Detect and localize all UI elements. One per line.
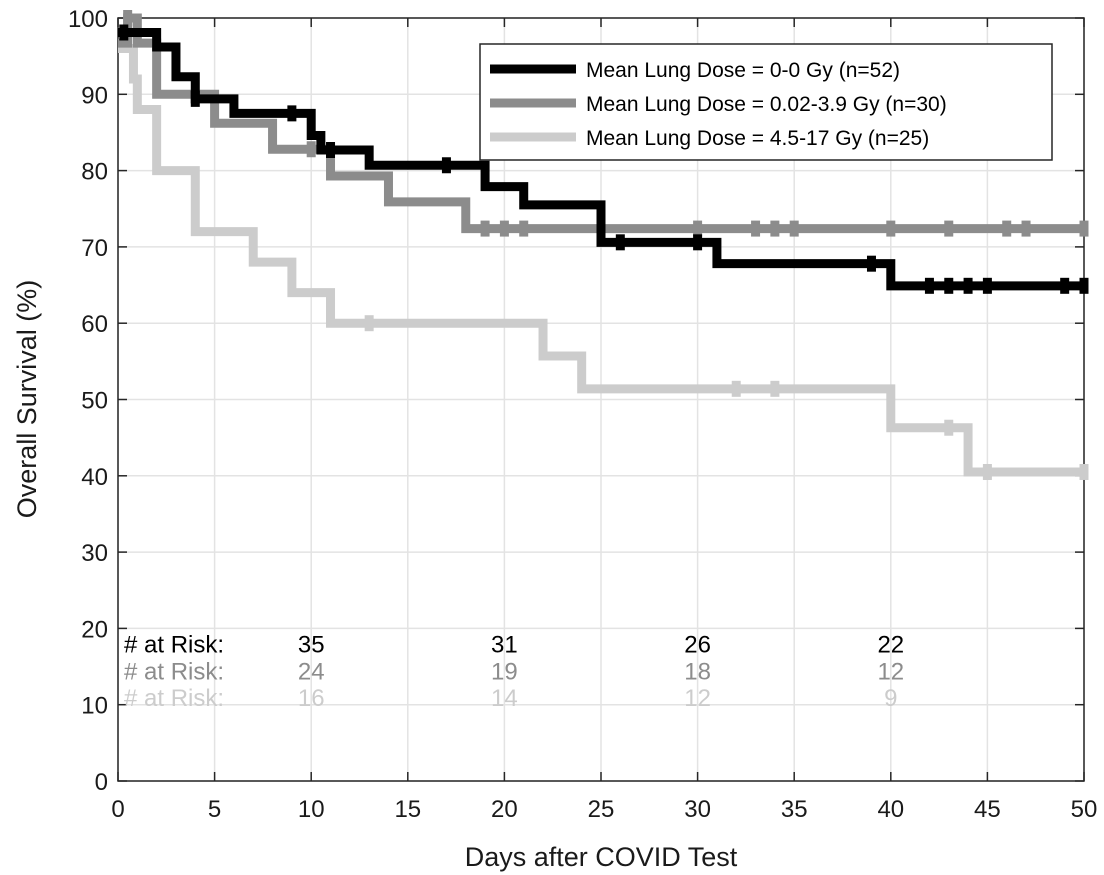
- risk-table: # at Risk: 35 31 26 22# at Risk: 24 19 18 12# at…: [124, 632, 904, 712]
- risk-row-label: # at Risk:: [124, 632, 224, 659]
- risk-count: 14: [491, 685, 518, 712]
- risk-count: 26: [684, 632, 711, 659]
- y-tick-label: 10: [81, 693, 108, 720]
- risk-count: 9: [884, 685, 897, 712]
- x-tick-label: 35: [781, 796, 808, 823]
- risk-count: 16: [298, 685, 325, 712]
- risk-count: 19: [491, 658, 518, 685]
- risk-count: 24: [298, 658, 325, 685]
- y-tick-label: 30: [81, 540, 108, 567]
- risk-row-label: # at Risk:: [124, 685, 224, 712]
- y-tick-label: 70: [81, 235, 108, 262]
- series-line: [118, 44, 1084, 477]
- x-tick-label: 40: [877, 796, 904, 823]
- axes: 0 5 10 15 20 25 30 35 40 45 50 0 10 20 30 40 50 60 70 80 90 1…: [68, 6, 1097, 823]
- x-tick-label: 0: [111, 796, 124, 823]
- y-tick-label: 60: [81, 311, 108, 338]
- risk-count: 22: [877, 632, 904, 659]
- x-tick-label: 15: [394, 796, 421, 823]
- y-tick-label: 50: [81, 388, 108, 415]
- x-tick-label: 5: [208, 796, 221, 823]
- y-tick-label: 20: [81, 616, 108, 643]
- y-tick-label: 80: [81, 159, 108, 186]
- x-axis-title: Days after COVID Test: [465, 842, 738, 872]
- series-group: [118, 44, 1089, 480]
- legend-label: Mean Lung Dose = 0-0 Gy (n=52): [586, 59, 900, 82]
- y-tick-label: 90: [81, 82, 108, 109]
- risk-count: 35: [298, 632, 325, 659]
- series-group: [118, 24, 1089, 294]
- x-tick-label: 45: [974, 796, 1001, 823]
- risk-count: 18: [684, 658, 711, 685]
- y-axis-title: Overall Survival (%): [12, 280, 42, 519]
- risk-count: 12: [684, 685, 711, 712]
- series-layer: [118, 10, 1089, 480]
- y-tick-label: 0: [95, 769, 108, 796]
- legend: Mean Lung Dose = 0-0 Gy (n=52) Mean Lung …: [479, 43, 1053, 161]
- x-tick-label: 10: [298, 796, 325, 823]
- x-tick-label: 25: [588, 796, 615, 823]
- legend-label: Mean Lung Dose = 0.02-3.9 Gy (n=30): [586, 93, 947, 116]
- risk-row-label: # at Risk:: [124, 658, 224, 685]
- x-tick-label: 50: [1071, 796, 1098, 823]
- series-group: [118, 10, 1089, 237]
- x-tick-label: 20: [491, 796, 518, 823]
- legend-label: Mean Lung Dose = 4.5-17 Gy (n=25): [586, 127, 929, 150]
- x-tick-label: 30: [684, 796, 711, 823]
- y-tick-label: 100: [68, 6, 108, 33]
- risk-count: 31: [491, 632, 518, 659]
- risk-count: 12: [877, 658, 904, 685]
- series-line: [118, 13, 1084, 234]
- y-tick-label: 40: [81, 464, 108, 491]
